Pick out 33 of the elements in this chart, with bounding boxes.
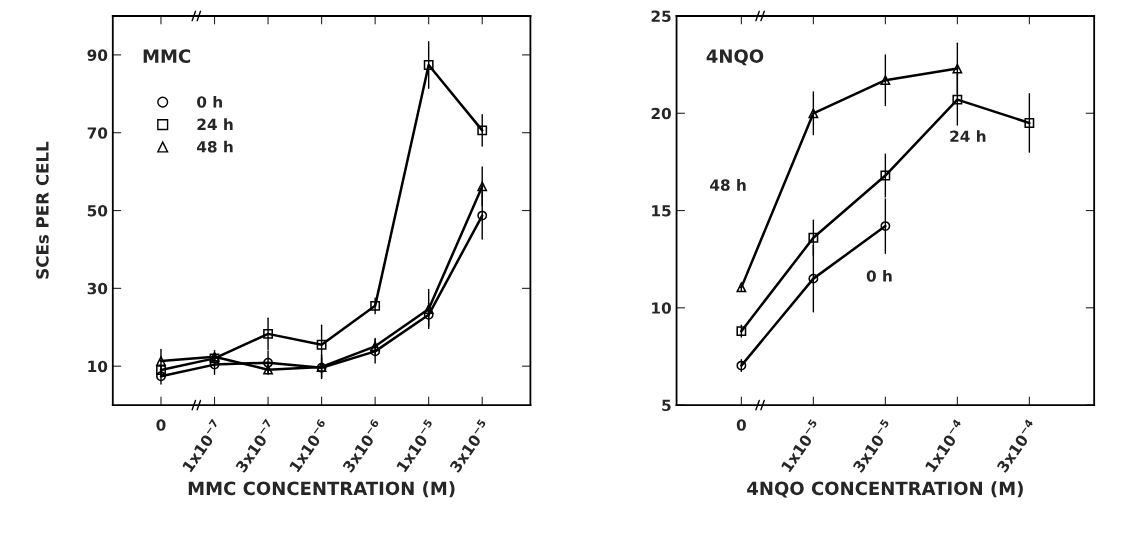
y-tick-label: 25	[651, 10, 671, 23]
x-axis-title: MMC CONCENTRATION (M)	[188, 481, 455, 498]
y-tick-label: 90	[87, 49, 108, 61]
text: MMC	[143, 49, 191, 63]
series-label: 24 h	[950, 130, 986, 142]
y-tick-label: 15	[652, 205, 671, 217]
series-label: 0 h	[866, 269, 892, 282]
y-tick-label: 5	[662, 399, 671, 412]
y-tick-label: 70	[87, 127, 108, 139]
legend-label: 0 h	[197, 95, 222, 108]
x-tick-label: 3x10$^{−4}$	[994, 418, 1039, 474]
x-tick-label: 1x10$^{−7}$	[180, 418, 224, 473]
y-tick-label: 10	[652, 302, 671, 314]
text: 48 h	[710, 179, 746, 191]
x-tick-label: 1x10$^{−5}$	[394, 418, 438, 473]
x-tick-label: 0	[736, 419, 746, 431]
legend-label: 24 h	[197, 118, 233, 130]
text: 4NQO	[706, 49, 764, 66]
x-tick-label: 3x10$^{−5}$	[447, 418, 492, 474]
y-tick-label: 50	[87, 205, 108, 217]
y-tick-label: 10	[88, 360, 108, 373]
y-axis-title: SCEs PER CELL	[36, 141, 49, 279]
y-tick-label: 30	[87, 282, 108, 295]
y-tick-label: 20	[651, 107, 671, 120]
x-tick-label: 1x10$^{−4}$	[922, 418, 967, 473]
x-axis-title: 4NQO CONCENTRATION (M)	[747, 481, 1023, 498]
x-tick-label: 0	[156, 419, 166, 431]
legend-label: 48 h	[197, 140, 233, 153]
x-tick-label: 1x10$^{−6}$	[286, 418, 331, 473]
x-tick-label: 3x10$^{−5}$	[850, 418, 895, 474]
x-tick-label: 3x10$^{−7}$	[233, 418, 277, 474]
x-tick-label: 1x10$^{−5}$	[778, 418, 823, 473]
x-tick-label: 3x10$^{−6}$	[340, 418, 385, 474]
